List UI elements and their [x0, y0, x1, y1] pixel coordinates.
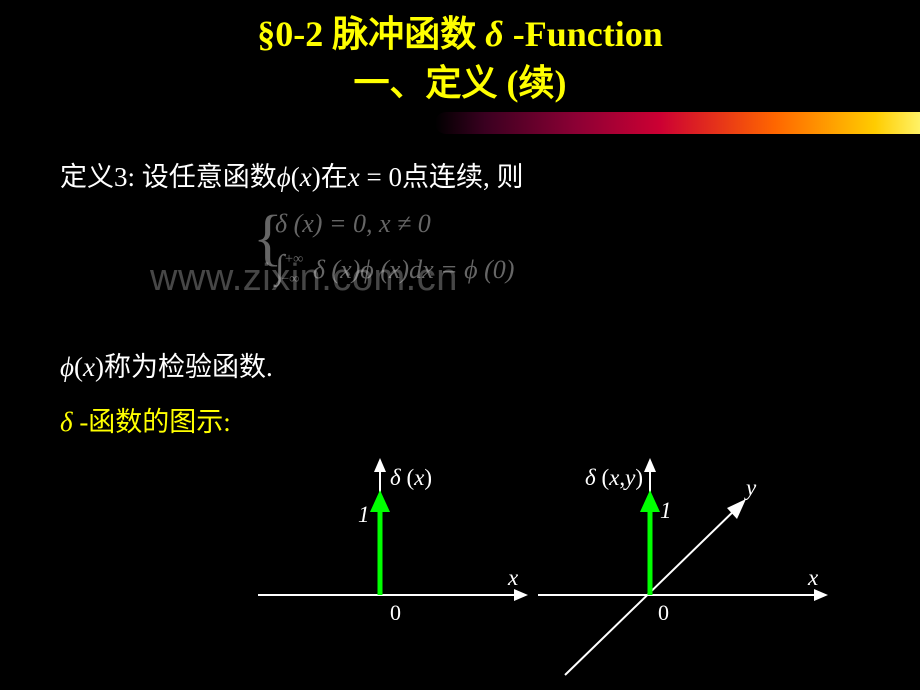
def3-phi: ϕ — [277, 162, 291, 192]
definition-3-text: 定义3: 设任意函数ϕ(x)在x = 0点连续, 则 — [60, 155, 523, 194]
x-label-left: x — [507, 565, 519, 590]
one-label-left: 1 — [358, 502, 370, 527]
def3-open: ( — [291, 162, 300, 192]
svg-text:δ (x): δ (x) — [390, 465, 432, 490]
delta-1d-graph: δ (x) 1 x 0 — [240, 450, 540, 670]
phi-symbol: ϕ — [60, 352, 74, 382]
def3-x2: x — [348, 162, 360, 192]
def3-close: )在 — [312, 162, 348, 192]
slide-title: §0-2 脉冲函数 δ -Function 一、定义 (续) — [0, 0, 920, 107]
x-label-right: x — [807, 565, 819, 590]
graph-heading: δ -函数的图示: — [60, 400, 231, 439]
math-line-1: δ (x) = 0, x ≠ 0 — [275, 205, 514, 243]
test-function-text: ϕ(x)称为检验函数. — [60, 345, 273, 384]
def3-x: x — [300, 162, 312, 192]
graph-heading-delta: δ — [60, 407, 73, 437]
phi-rest: )称为检验函数. — [95, 352, 273, 382]
title-line1-pre: §0-2 脉冲函数 — [257, 14, 485, 54]
delta-2d-graph: δ (x,y) 1 x y 0 — [530, 450, 850, 680]
one-label-right: 1 — [660, 498, 672, 523]
origin-left: 0 — [390, 600, 401, 625]
graph-heading-text: -函数的图示: — [73, 407, 231, 437]
decorative-gradient-bar — [435, 112, 920, 134]
title-delta: δ — [485, 14, 503, 54]
svg-text:δ (x,y): δ (x,y) — [585, 465, 643, 490]
phi-x: x — [83, 352, 95, 382]
watermark-text: www.zixin.com.cn — [150, 257, 458, 300]
title-line2: 一、定义 (续) — [0, 59, 920, 108]
title-line1-post: -Function — [504, 14, 663, 54]
def3-pre: 定义3: 设任意函数 — [60, 162, 277, 192]
origin-right: 0 — [658, 600, 669, 625]
phi-open: ( — [74, 352, 83, 382]
y-label-right: y — [744, 475, 757, 500]
def3-eq: = 0点连续, 则 — [360, 162, 524, 192]
graphs-container: δ (x) 1 x 0 δ (x,y) 1 x y 0 — [100, 450, 820, 680]
